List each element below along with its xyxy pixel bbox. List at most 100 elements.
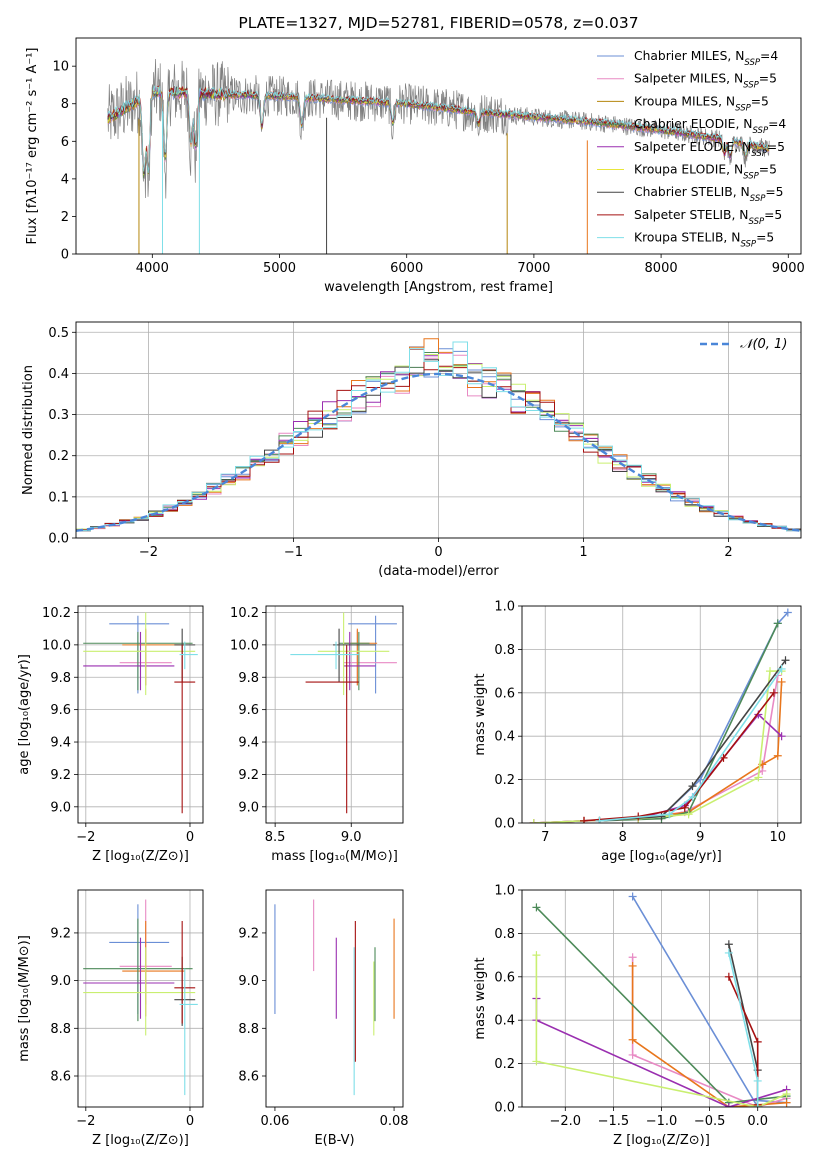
axes-mass_vs_Z: −2 0 8.6 8.8 9.0 9.2 Z [log₁₀(Z/Z⊙)] mass [log₁…: [17, 889, 204, 1148]
plot-area: [78, 890, 203, 1107]
y-tick-label: 10.2: [230, 606, 259, 621]
axes-frame: [75, 37, 802, 255]
y-axis-label: Flux [fλ10⁻¹⁷ erg cm⁻² s⁻¹ A⁻¹]: [25, 48, 40, 245]
axes-frame: [521, 889, 802, 1108]
x-axis-label: mass [log₁₀(M/M⊙)]: [271, 849, 398, 864]
legend-label: Chabrier STELIB, N: [634, 185, 750, 199]
y-tick-label: 0.0: [494, 817, 515, 832]
y-tick-label: 8.8: [50, 1022, 71, 1037]
axes-age_vs_mass: 8.5 9.0 9.0 9.2 9.4 9.6 9.8 10.0 10.2 mass [log₁₀…: [230, 605, 404, 864]
legend-subscript: SSP: [751, 149, 767, 159]
x-axis-label: (data-model)/error: [378, 564, 499, 579]
x-tick-label: 7: [541, 830, 549, 845]
legend-label: Salpeter ELODIE, N: [634, 140, 751, 154]
legend-tail: =5: [756, 231, 774, 245]
y-tick-label: 0.2: [48, 449, 69, 464]
legend-entry: Chabrier STELIB, NSSP=5: [634, 185, 784, 204]
legend-entry: Salpeter MILES, NSSP=5: [634, 72, 777, 91]
x-tick-label: 4000: [136, 261, 169, 276]
weight-marker: [688, 792, 697, 801]
weight-marker: [724, 940, 733, 949]
x-tick-label: 8: [619, 830, 627, 845]
legend-tail: =5: [759, 163, 777, 177]
x-tick-label: 0.06: [260, 1114, 289, 1129]
axes-frame: [75, 321, 802, 539]
y-axis-label: mass weight: [473, 673, 488, 755]
histogram-step: [76, 341, 801, 532]
y-tick-label: 9.8: [50, 671, 71, 686]
weight-line: [599, 668, 783, 822]
x-tick-label: −2: [76, 830, 95, 845]
weight-marker: [781, 656, 790, 665]
weight-marker: [724, 1103, 733, 1107]
legend-label: Salpeter STELIB, N: [634, 208, 749, 222]
axes-massweight_vs_age: 7 8 9 10 0.0 0.2 0.4 0.6 0.8 1.0 age [log₁₀(age/yr…: [473, 600, 802, 864]
weight-marker: [529, 819, 538, 823]
legend-subscript: SSP: [743, 172, 759, 182]
weight-marker: [665, 810, 674, 819]
x-tick-label: −2: [76, 1114, 95, 1129]
plot-area: [522, 606, 801, 823]
x-tick-label: 0: [186, 830, 194, 845]
y-tick-label: 10: [52, 60, 69, 75]
y-axis-label: age [log₁₀(age/yr)]: [17, 654, 32, 775]
y-tick-label: 0.1: [48, 490, 69, 505]
y-axis-label: Normed distribution: [21, 365, 36, 495]
weight-marker: [753, 1037, 762, 1046]
legend-tail: =4: [760, 49, 778, 63]
weight-marker: [754, 773, 763, 782]
weight-marker: [580, 816, 588, 823]
y-tick-label: 0.0: [48, 532, 69, 547]
legend-tail: =5: [764, 208, 782, 222]
axes-residuals: −2 −1 0 1 2 0.0 0.1 0.2 0.3 0.4 0.5 (data-model)/er…: [21, 321, 802, 579]
weight-marker: [773, 619, 782, 628]
y-tick-label: 10.2: [42, 606, 71, 621]
legend-entry: Salpeter STELIB, NSSP=5: [634, 208, 782, 227]
x-tick-label: −1: [284, 545, 303, 560]
x-axis-label: E(B-V): [314, 1133, 354, 1148]
y-tick-label: 0.8: [494, 927, 515, 942]
y-tick-label: 1.0: [494, 600, 515, 615]
x-tick-label: 7000: [517, 261, 550, 276]
legend-tail: =5: [751, 94, 769, 108]
legend-subscript: SSP: [743, 81, 759, 91]
weight-line: [583, 692, 775, 822]
weight-marker: [769, 688, 778, 697]
y-tick-label: 0.6: [494, 970, 515, 985]
weight-marker: [532, 1057, 541, 1066]
x-tick-label: 9000: [772, 261, 805, 276]
legend-tail: =5: [767, 140, 785, 154]
y-tick-label: 9.0: [50, 800, 71, 815]
weight-marker: [766, 667, 774, 676]
x-axis-label: Z [log₁₀(Z/Z⊙)]: [92, 849, 189, 864]
axes-mass_vs_ebv: 0.06 0.08 8.6 8.8 9.0 9.2 E(B-V): [238, 889, 409, 1148]
axes-frame: [265, 605, 404, 824]
x-tick-label: 0: [434, 545, 442, 560]
y-tick-label: 0.3: [48, 408, 69, 423]
x-tick-label: 8.5: [265, 830, 286, 845]
plot-area: [107, 58, 770, 254]
y-tick-label: 9.2: [50, 926, 71, 941]
y-tick-label: 8: [61, 97, 69, 112]
x-tick-label: 10: [769, 830, 786, 845]
legend-label: Kroupa ELODIE, N: [634, 163, 743, 177]
legend-subscript: SSP: [740, 240, 756, 250]
legend-entry: 𝒩(0, 1): [740, 337, 787, 352]
x-axis-label: wavelength [Angstrom, rest frame]: [324, 280, 553, 295]
weight-marker: [628, 1035, 637, 1044]
legend-subscript: SSP: [752, 126, 768, 136]
weight-marker: [753, 1076, 762, 1085]
legend-label: Chabrier ELODIE, N: [634, 117, 752, 131]
weight-marker: [595, 816, 604, 823]
y-tick-label: 0.0: [494, 1101, 515, 1116]
y-axis-label: mass [log₁₀(M/M⊙)]: [17, 935, 32, 1062]
axes-massweight_vs_Z: −2.0 −1.5 −1.0 −0.5 0.0 0.0 0.2 0.4 0.6 0.8 1.0 Z […: [473, 884, 802, 1148]
y-tick-label: 0.4: [494, 1014, 515, 1029]
model-spectrum-line: [107, 84, 769, 174]
x-tick-label: −1.0: [646, 1114, 678, 1129]
x-axis-label: Z [log₁₀(Z/Z⊙)]: [92, 1133, 189, 1148]
x-tick-label: 6000: [390, 261, 423, 276]
legend-label: Kroupa STELIB, N: [634, 231, 740, 245]
y-tick-label: 0.5: [48, 326, 69, 341]
y-tick-label: 9.8: [238, 671, 259, 686]
